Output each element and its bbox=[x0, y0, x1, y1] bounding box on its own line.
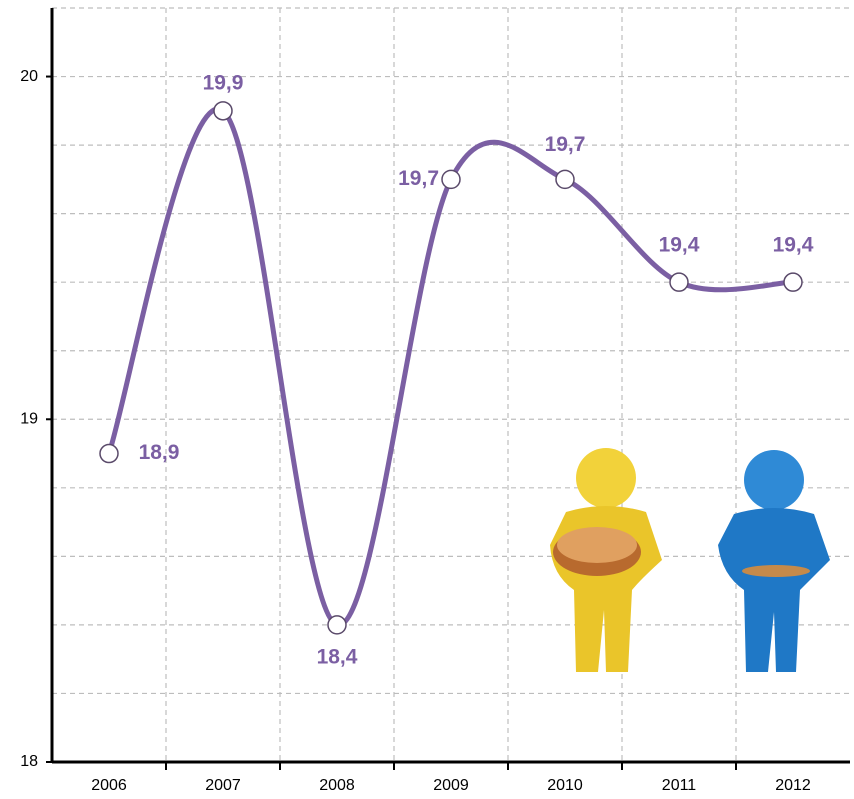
x-tick-label: 2012 bbox=[775, 777, 811, 794]
marker bbox=[99, 443, 119, 464]
y-tick-label: 18 bbox=[20, 753, 38, 770]
blue-figure bbox=[718, 450, 830, 672]
marker bbox=[555, 169, 575, 190]
yellow-figure bbox=[550, 448, 662, 672]
data-label: 19,4 bbox=[773, 234, 814, 257]
illustration bbox=[550, 448, 830, 672]
data-label: 19,7 bbox=[398, 167, 439, 190]
data-label: 19,7 bbox=[545, 133, 586, 156]
marker bbox=[783, 272, 803, 292]
x-tick-label: 2007 bbox=[205, 777, 241, 794]
y-tick-label: 19 bbox=[20, 410, 38, 427]
data-label: 18,4 bbox=[317, 645, 358, 668]
x-tick-label: 2008 bbox=[319, 777, 355, 794]
x-tick-label: 2010 bbox=[547, 777, 583, 794]
line bbox=[106, 106, 796, 628]
x-tick-label: 2006 bbox=[91, 777, 127, 794]
marker bbox=[213, 101, 233, 121]
marker bbox=[327, 615, 347, 635]
data-label: 19,9 bbox=[203, 71, 244, 94]
data-label: 19,4 bbox=[659, 234, 700, 257]
y-tick-label: 20 bbox=[20, 68, 38, 85]
data-label: 18,9 bbox=[139, 441, 180, 464]
x-tick-label: 2011 bbox=[662, 777, 697, 794]
x-tick-label: 2009 bbox=[433, 777, 469, 794]
marker bbox=[669, 272, 689, 292]
marker bbox=[441, 169, 461, 190]
